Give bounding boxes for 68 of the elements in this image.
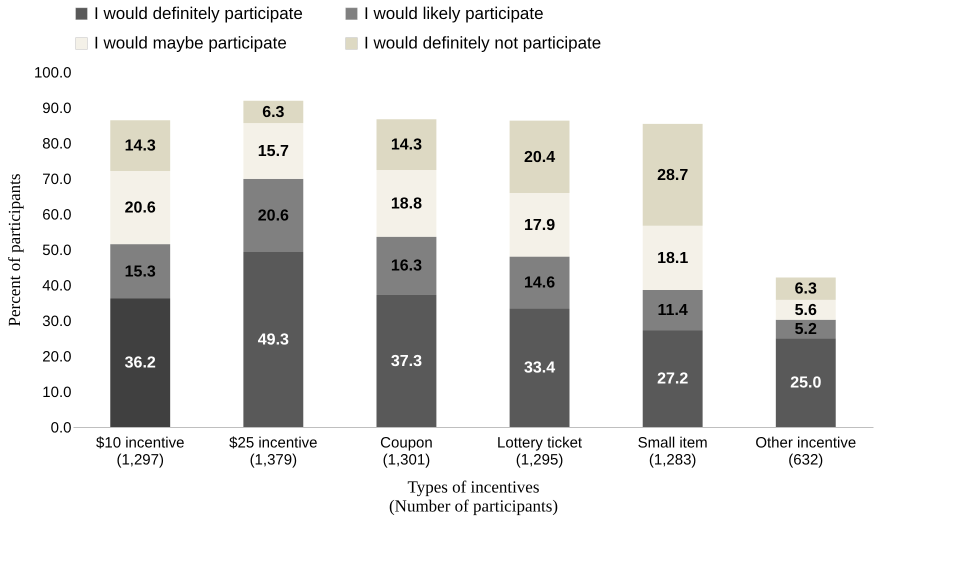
data-label: 14.3	[390, 136, 422, 154]
y-tick-label: 60.0	[42, 206, 72, 224]
y-tick-label: 40.0	[42, 278, 72, 294]
bar	[376, 236, 436, 295]
bar	[642, 330, 703, 427]
data-label: 27.2	[657, 370, 688, 388]
bar	[642, 226, 703, 290]
y-tick-label: 50.0	[42, 242, 72, 259]
bar	[243, 123, 304, 179]
x-tick-label: $25 incentive (1,379)	[229, 434, 318, 468]
x-tick-label: Other incentive (632)	[755, 434, 856, 468]
data-label: 6.3	[262, 104, 285, 121]
x-tick-label: Lottery ticket (1,295)	[497, 434, 583, 468]
data-label: 5.2	[794, 321, 817, 338]
data-label: 36.2	[124, 354, 156, 372]
y-tick-label: 30.0	[42, 313, 72, 330]
bar	[376, 170, 436, 237]
bar	[776, 278, 836, 300]
y-tick-label: 10.0	[42, 384, 72, 401]
data-label: 15.7	[258, 142, 290, 160]
data-label: 20.6	[124, 200, 156, 217]
data-label: 28.7	[657, 166, 688, 184]
data-label: 11.4	[658, 302, 688, 320]
data-label: 15.3	[124, 263, 156, 280]
data-label: 49.3	[258, 331, 290, 348]
y-tick-label: 80.0	[42, 136, 72, 152]
x-axis-title: Types of incentives (Number of participants)	[389, 478, 558, 516]
bar	[510, 308, 570, 427]
data-label: 17.9	[524, 216, 556, 234]
legend-label: I would definitely participate	[94, 4, 303, 23]
data-label: 20.4	[524, 148, 556, 166]
data-label: 18.1	[657, 250, 688, 267]
data-label: 6.3	[794, 280, 817, 298]
bar	[642, 124, 703, 226]
bar	[510, 256, 570, 308]
bar	[110, 298, 170, 427]
bar	[642, 290, 703, 330]
bar	[243, 178, 304, 252]
data-label: 18.8	[390, 195, 422, 212]
y-tick-label: 100.0	[34, 64, 72, 82]
bar	[510, 193, 570, 257]
legend-label: I would likely participate	[364, 4, 544, 23]
bar	[376, 119, 436, 170]
x-tick-label: Small item (1,283)	[638, 434, 708, 468]
data-label: 25.0	[790, 374, 822, 392]
bar	[243, 252, 304, 427]
bar	[110, 120, 170, 172]
bar	[110, 171, 170, 244]
legend-label: I would maybe participate	[94, 34, 287, 52]
data-label: 14.6	[524, 274, 556, 292]
bar	[510, 120, 570, 194]
data-label: 33.4	[524, 360, 556, 377]
y-tick-label: 20.0	[42, 348, 72, 366]
y-tick-label: 90.0	[42, 100, 72, 117]
data-label: 14.3	[124, 138, 156, 155]
x-tick-label: $10 incentive (1,297)	[96, 434, 184, 468]
data-label: 20.6	[258, 207, 290, 224]
y-tick-label: 70.0	[42, 171, 72, 188]
bar	[376, 294, 436, 427]
y-axis-title: Percent of participants	[4, 174, 24, 326]
y-tick-label: 0.0	[50, 420, 72, 436]
data-label: 37.3	[390, 352, 422, 370]
legend-label: I would definitely not participate	[364, 34, 602, 52]
bar	[110, 244, 170, 298]
bar	[776, 338, 836, 427]
data-label: 16.3	[390, 258, 422, 275]
data-label: 5.6	[794, 302, 817, 319]
x-tick-label: Coupon (1,301)	[380, 434, 433, 468]
